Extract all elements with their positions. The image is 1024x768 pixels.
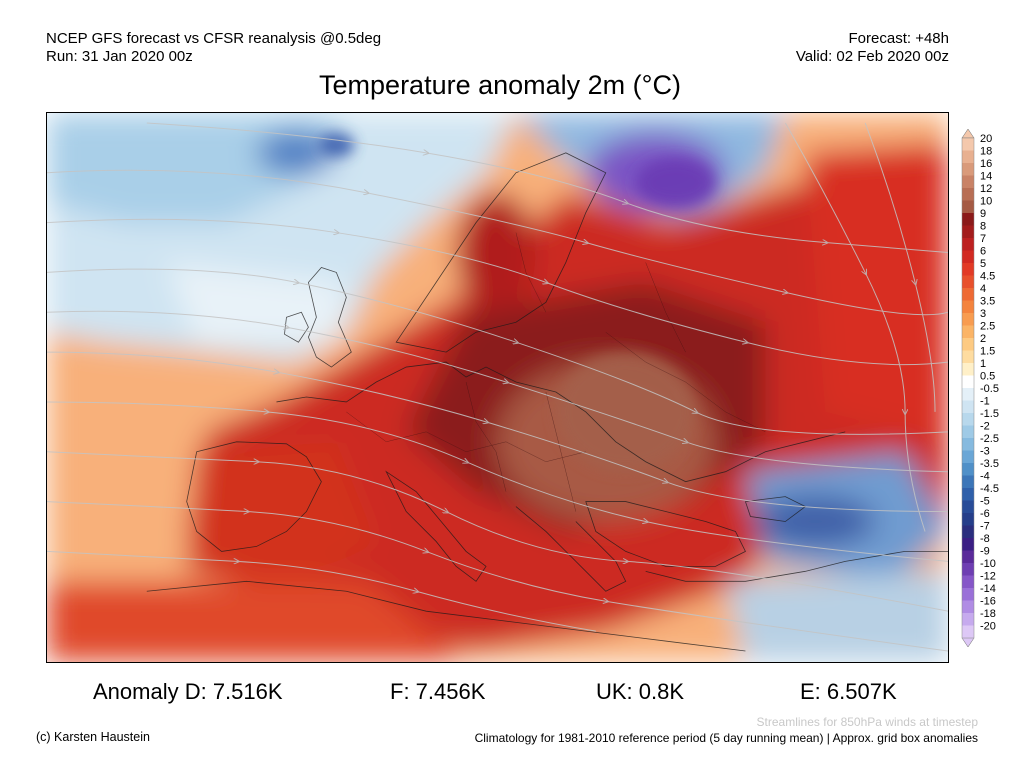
anomaly-f: F: 7.456K — [390, 679, 486, 704]
anomaly-map-canvas — [47, 113, 948, 662]
legend-swatch — [962, 338, 974, 351]
legend-label: -3 — [980, 446, 990, 458]
legend-swatch — [962, 475, 974, 489]
legend-label: -4 — [980, 471, 990, 483]
streamline-note: Streamlines for 850hPa winds at timestep — [756, 715, 978, 729]
legend-label: -4.5 — [980, 483, 999, 495]
color-legend: 201816141210987654.543.532.521.510.5-0.5… — [961, 128, 999, 648]
forecast-hour: Forecast: +48h — [848, 30, 949, 47]
legend-swatch — [962, 150, 974, 164]
legend-swatch — [962, 575, 974, 589]
model-info: NCEP GFS forecast vs CFSR reanalysis @0.… — [46, 30, 382, 47]
legend-label: 10 — [980, 196, 992, 208]
legend-min-arrow — [961, 637, 975, 648]
legend-swatch — [962, 438, 974, 451]
legend-label: 2.5 — [980, 321, 995, 333]
legend-swatch — [962, 250, 974, 264]
legend-swatch — [962, 600, 974, 614]
legend-swatch — [962, 563, 974, 576]
legend-label: 5 — [980, 258, 986, 270]
copyright: (c) Karsten Haustein — [36, 730, 150, 744]
legend-label: -2.5 — [980, 433, 999, 445]
legend-label: -12 — [980, 571, 996, 583]
legend-label: 2 — [980, 333, 986, 345]
legend-swatch — [962, 538, 974, 551]
legend-swatch — [962, 263, 974, 276]
anomaly-e: E: 6.507K — [800, 679, 897, 704]
legend-label: -0.5 — [980, 383, 999, 395]
legend-swatch — [962, 488, 974, 501]
legend-swatch — [962, 200, 974, 214]
anomaly-map — [46, 112, 949, 663]
legend-swatch — [962, 425, 974, 439]
legend-label: 18 — [980, 146, 992, 158]
climatology-note: Climatology for 1981-2010 reference peri… — [474, 731, 978, 745]
legend-swatch — [962, 525, 974, 539]
legend-label: 4 — [980, 283, 986, 295]
legend-label: 7 — [980, 233, 986, 245]
legend-swatch — [962, 363, 974, 376]
legend-swatch — [962, 400, 974, 414]
legend-swatch — [962, 463, 974, 476]
legend-swatch — [962, 300, 974, 314]
legend-swatch — [962, 313, 974, 326]
legend-swatch — [962, 625, 974, 639]
legend-label: -14 — [980, 583, 996, 595]
legend-label: -10 — [980, 558, 996, 570]
legend-swatch — [962, 188, 974, 201]
legend-label: 3 — [980, 308, 986, 320]
streamlines — [47, 122, 948, 652]
legend-label: 9 — [980, 208, 986, 220]
legend-swatch — [962, 225, 974, 239]
legend-swatch — [962, 175, 974, 189]
legend-swatch — [962, 588, 974, 601]
legend-outline — [961, 137, 975, 639]
legend-swatch — [962, 138, 974, 151]
legend-label: -18 — [980, 608, 996, 620]
anomaly-uk: UK: 0.8K — [596, 679, 685, 704]
legend-label: 6 — [980, 246, 986, 258]
legend-label: 20 — [980, 133, 992, 145]
legend-label: -1.5 — [980, 408, 999, 420]
legend-swatch — [962, 375, 974, 389]
legend-label: -2 — [980, 421, 990, 433]
legend-swatch — [962, 513, 974, 526]
legend-swatch — [962, 500, 974, 514]
legend-label: 1.5 — [980, 346, 995, 358]
legend-label: 0.5 — [980, 371, 995, 383]
legend-label: 16 — [980, 158, 992, 170]
legend-swatch — [962, 613, 974, 626]
legend-label: -20 — [980, 621, 996, 633]
legend-label: -9 — [980, 546, 990, 558]
legend-label: 3.5 — [980, 296, 995, 308]
legend-label: -8 — [980, 533, 990, 545]
legend-label: 12 — [980, 183, 992, 195]
valid-time: Valid: 02 Feb 2020 00z — [795, 48, 949, 65]
legend-label: 14 — [980, 171, 992, 183]
legend-swatch — [962, 288, 974, 301]
map-title: Temperature anomaly 2m (°C) — [319, 70, 681, 100]
legend-swatch — [962, 350, 974, 364]
legend-label: 1 — [980, 358, 986, 370]
run-time: Run: 31 Jan 2020 00z — [46, 48, 193, 65]
legend-label: 8 — [980, 221, 986, 233]
legend-label: -6 — [980, 508, 990, 520]
legend-label: 4.5 — [980, 271, 995, 283]
legend-swatch — [962, 213, 974, 226]
legend-swatch — [962, 325, 974, 339]
legend-label: -5 — [980, 496, 990, 508]
legend-swatch — [962, 550, 974, 564]
legend-label: -3.5 — [980, 458, 999, 470]
legend-swatch — [962, 450, 974, 464]
legend-label: -16 — [980, 596, 996, 608]
legend-swatch — [962, 275, 974, 289]
legend-label: -7 — [980, 521, 990, 533]
legend-swatch — [962, 413, 974, 426]
anomaly-d: Anomaly D: 7.516K — [93, 679, 283, 704]
legend-max-arrow — [961, 128, 975, 139]
legend-swatch — [962, 238, 974, 251]
legend-swatch — [962, 388, 974, 401]
legend-swatch — [962, 163, 974, 176]
legend-label: -1 — [980, 396, 990, 408]
